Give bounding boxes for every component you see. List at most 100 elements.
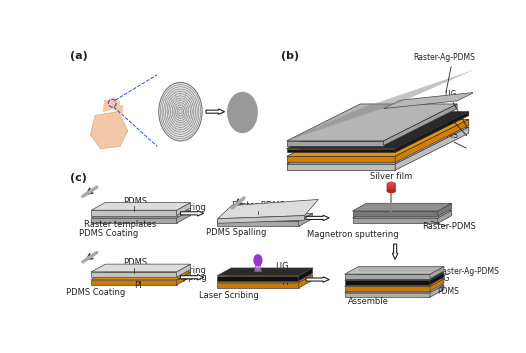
Polygon shape	[438, 203, 452, 216]
Polygon shape	[92, 203, 190, 210]
Text: Silver film: Silver film	[370, 172, 412, 181]
Polygon shape	[345, 293, 430, 297]
Text: Laser Scribing: Laser Scribing	[199, 291, 258, 300]
Polygon shape	[306, 277, 329, 282]
Polygon shape	[287, 112, 469, 149]
Polygon shape	[395, 112, 469, 152]
Polygon shape	[430, 285, 444, 297]
Polygon shape	[92, 210, 190, 218]
Polygon shape	[217, 275, 312, 283]
Ellipse shape	[387, 183, 395, 186]
Polygon shape	[177, 264, 190, 277]
Polygon shape	[287, 149, 395, 152]
Text: Assemble: Assemble	[348, 297, 388, 306]
Polygon shape	[287, 156, 395, 162]
Polygon shape	[177, 272, 190, 285]
Polygon shape	[287, 127, 469, 164]
Polygon shape	[92, 272, 177, 277]
Polygon shape	[352, 218, 438, 223]
Polygon shape	[92, 218, 177, 223]
Polygon shape	[180, 211, 204, 216]
Polygon shape	[217, 213, 312, 221]
Text: PDMS Spalling: PDMS Spalling	[206, 228, 267, 237]
Text: flipping: flipping	[176, 273, 208, 282]
Text: PDMS Coating: PDMS Coating	[79, 229, 138, 238]
Polygon shape	[395, 127, 469, 170]
Text: PI: PI	[281, 278, 289, 287]
Text: LIG: LIG	[438, 274, 450, 283]
Polygon shape	[92, 272, 190, 280]
Polygon shape	[287, 141, 383, 145]
Ellipse shape	[228, 92, 257, 132]
Polygon shape	[92, 280, 177, 285]
Text: Raster-Ag-PDMS: Raster-Ag-PDMS	[438, 267, 500, 276]
Polygon shape	[345, 286, 430, 291]
Polygon shape	[114, 101, 120, 110]
Polygon shape	[299, 268, 312, 281]
Ellipse shape	[159, 82, 202, 141]
Polygon shape	[352, 203, 452, 211]
Polygon shape	[345, 280, 430, 285]
Polygon shape	[218, 199, 318, 219]
Text: PDMS: PDMS	[124, 258, 148, 267]
Polygon shape	[392, 244, 398, 259]
Polygon shape	[345, 273, 444, 280]
Polygon shape	[206, 109, 225, 114]
Text: PDMS: PDMS	[438, 287, 460, 296]
Polygon shape	[90, 112, 128, 149]
Text: PI: PI	[444, 109, 451, 119]
FancyBboxPatch shape	[387, 184, 396, 191]
Polygon shape	[352, 211, 438, 216]
Text: LIG: LIG	[444, 90, 457, 99]
Text: PI: PI	[134, 281, 141, 290]
Text: Magnetron sputtering: Magnetron sputtering	[307, 230, 398, 239]
Polygon shape	[108, 98, 115, 110]
Polygon shape	[217, 283, 299, 288]
Polygon shape	[383, 92, 474, 109]
Polygon shape	[438, 210, 452, 223]
Polygon shape	[287, 164, 395, 170]
Polygon shape	[345, 274, 430, 279]
Text: Raster-Ag-PDMS: Raster-Ag-PDMS	[413, 53, 475, 62]
Polygon shape	[299, 275, 312, 288]
Polygon shape	[218, 216, 305, 223]
Polygon shape	[345, 267, 444, 274]
Text: PI: PI	[438, 280, 444, 289]
Text: (a): (a)	[70, 51, 88, 61]
Ellipse shape	[387, 190, 395, 192]
Polygon shape	[254, 263, 262, 272]
Text: LIG: LIG	[275, 262, 289, 271]
Polygon shape	[306, 215, 329, 221]
Polygon shape	[430, 279, 444, 291]
Polygon shape	[430, 267, 444, 279]
Text: Raster templates: Raster templates	[84, 220, 156, 229]
Polygon shape	[103, 100, 110, 112]
Text: Curing: Curing	[178, 203, 206, 212]
Text: PDMS Coating: PDMS Coating	[66, 288, 125, 297]
Text: (c): (c)	[70, 173, 87, 183]
Polygon shape	[177, 210, 190, 223]
Polygon shape	[177, 203, 190, 216]
Polygon shape	[345, 285, 444, 293]
Polygon shape	[217, 268, 312, 276]
Ellipse shape	[254, 255, 262, 266]
Polygon shape	[383, 104, 457, 145]
Polygon shape	[180, 275, 204, 280]
Polygon shape	[92, 210, 177, 216]
Polygon shape	[287, 104, 457, 141]
Polygon shape	[430, 273, 444, 285]
Text: PDMS: PDMS	[436, 131, 458, 140]
Polygon shape	[352, 210, 452, 218]
Text: (b): (b)	[281, 51, 299, 61]
Text: Curing: Curing	[178, 267, 206, 275]
Polygon shape	[345, 279, 444, 286]
Polygon shape	[92, 119, 100, 132]
Polygon shape	[217, 221, 299, 226]
Polygon shape	[92, 264, 190, 272]
Polygon shape	[287, 119, 469, 156]
Text: Raster-PDMS: Raster-PDMS	[422, 221, 476, 232]
Text: PDMS: PDMS	[124, 197, 148, 205]
Polygon shape	[299, 213, 312, 226]
Polygon shape	[118, 106, 123, 113]
Text: Raster-PDMS: Raster-PDMS	[231, 201, 285, 210]
